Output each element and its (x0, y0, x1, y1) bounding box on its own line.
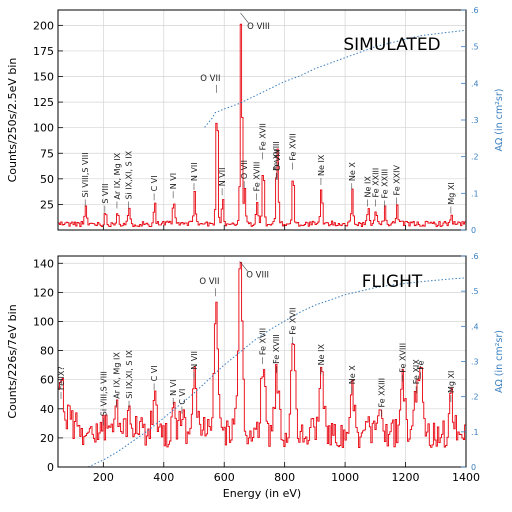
y-tick-label: 175 (33, 45, 54, 58)
y-tick-label: 120 (33, 286, 54, 299)
y2-tick-label: .1 (471, 428, 479, 437)
line-label: C VI (150, 175, 159, 191)
y-tick-label: 200 (33, 19, 54, 32)
line-label: Fe XVII (289, 133, 298, 160)
line-label: Fe XVIII (272, 141, 281, 171)
y-tick-label: 50 (40, 173, 54, 186)
line-marker (240, 12, 249, 24)
y2-tick-label: .5 (471, 43, 479, 52)
panel-label: FLIGHT (362, 272, 423, 292)
spectrum-series (58, 23, 467, 228)
y2-tick-label: .1 (471, 189, 479, 198)
y-axis-label: Counts/250s/2.5eV bin (6, 58, 19, 183)
y2-tick-label: .4 (471, 322, 479, 331)
line-label: Fe XVIII (272, 334, 281, 364)
line-label: O VII (200, 74, 220, 84)
y2-tick-label: .2 (471, 393, 479, 402)
chart-panel-2: Fe IX? Si VIII,S VIII Ar IX, Mg IX Si IX,XI… (6, 252, 505, 500)
line-label: O VIII (246, 270, 269, 280)
line-label: Fe XVII (259, 123, 268, 150)
effective-area-series (87, 277, 467, 468)
chart-panel-1: Si VIII,S VIII S VIII Ar IX, Mg IX Si IX,XI… (6, 6, 505, 235)
line-label: Fe XXIV (392, 164, 401, 195)
y-tick-label: 100 (33, 122, 54, 135)
line-label: Fe XVIII (399, 343, 408, 373)
line-label: O VII (240, 160, 249, 179)
y2-tick-label: .5 (471, 287, 479, 296)
y-tick-label: 0 (47, 461, 54, 474)
y2-tick-label: .3 (471, 358, 479, 367)
y2-tick-label: .6 (471, 252, 479, 261)
line-label: C VI (150, 365, 159, 381)
line-label: Fe XVII (259, 328, 268, 355)
x-axis-label: Energy (in eV) (223, 487, 301, 500)
line-label: C VI (178, 389, 187, 405)
line-label: O VIII (247, 22, 270, 32)
x-tick-label: 1400 (452, 471, 480, 484)
line-label: N VII (190, 351, 199, 370)
x-tick-label: 800 (274, 471, 295, 484)
line-label: Si IX,XI, S IX (125, 350, 134, 399)
y-tick-label: 100 (33, 315, 54, 328)
line-label: Mg XI (447, 182, 456, 204)
line-label: Fe IX? (57, 366, 66, 390)
line-label: Fe XVII (289, 307, 298, 334)
y2-tick-label: .4 (471, 79, 479, 88)
line-label: Si IX,XI, S IX (124, 150, 133, 199)
y2-tick-label: .6 (471, 6, 479, 15)
line-label: N VI (169, 173, 178, 189)
y-tick-label: 140 (33, 257, 54, 270)
line-label: Fe XVIII (253, 162, 262, 192)
x-tick-label: 600 (214, 471, 235, 484)
line-marker (239, 261, 248, 272)
y2-tick-label: 0 (471, 226, 476, 235)
line-label: Ne X (348, 365, 357, 384)
line-label: Ne IX (363, 176, 372, 198)
y2-axis-label: AΩ (in cm²sr) (494, 88, 505, 151)
line-label: N VII (218, 168, 227, 187)
effective-area-series (204, 29, 467, 128)
line-label: Fe XXIII (377, 378, 386, 408)
x-tick-label: 1200 (392, 471, 420, 484)
line-label: Ne X (348, 162, 357, 181)
line-label: S VIII (101, 183, 110, 203)
line-label: Fe XXIII (380, 169, 389, 199)
line-label: Fe XXIII (371, 168, 380, 198)
line-label: N VI (169, 380, 178, 396)
x-tick-label: 400 (153, 471, 174, 484)
line-label: Fe XIX (412, 359, 421, 384)
panel-label: SIMULATED (343, 35, 440, 55)
y-axis-label: Counts/226s/7eV bin (6, 304, 19, 418)
y-tick-label: 150 (33, 71, 54, 84)
y-tick-label: 20 (40, 432, 54, 445)
line-label: Ne IX (317, 154, 326, 176)
y-tick-label: 60 (40, 374, 54, 387)
y-tick-label: 75 (40, 147, 54, 160)
line-label: Mg XI (447, 371, 456, 393)
y2-tick-label: .3 (471, 116, 479, 125)
line-label: Ar IX, Mg IX (113, 152, 122, 199)
line-label: Si VIII,S VIII (81, 152, 90, 197)
line-label: Ne IX (317, 344, 326, 366)
line-label: O VII (199, 277, 219, 287)
line-label: Si VIII,S VIII (99, 371, 108, 416)
line-label: O VIII (273, 149, 282, 170)
y2-tick-label: 0 (471, 463, 476, 472)
spectrum-series (58, 261, 467, 448)
y-tick-label: 80 (40, 345, 54, 358)
y-tick-label: 25 (40, 198, 54, 211)
y2-axis-label: AΩ (in cm²sr) (494, 330, 505, 393)
line-label: Fe (417, 361, 426, 370)
line-label: Ar IX, Mg IX (112, 352, 121, 399)
y-tick-label: 40 (40, 403, 54, 416)
x-tick-label: 200 (93, 471, 114, 484)
y2-tick-label: .2 (471, 153, 479, 162)
y-tick-label: 125 (33, 96, 54, 109)
x-tick-label: 1000 (331, 471, 359, 484)
line-label: N VII (190, 162, 199, 181)
